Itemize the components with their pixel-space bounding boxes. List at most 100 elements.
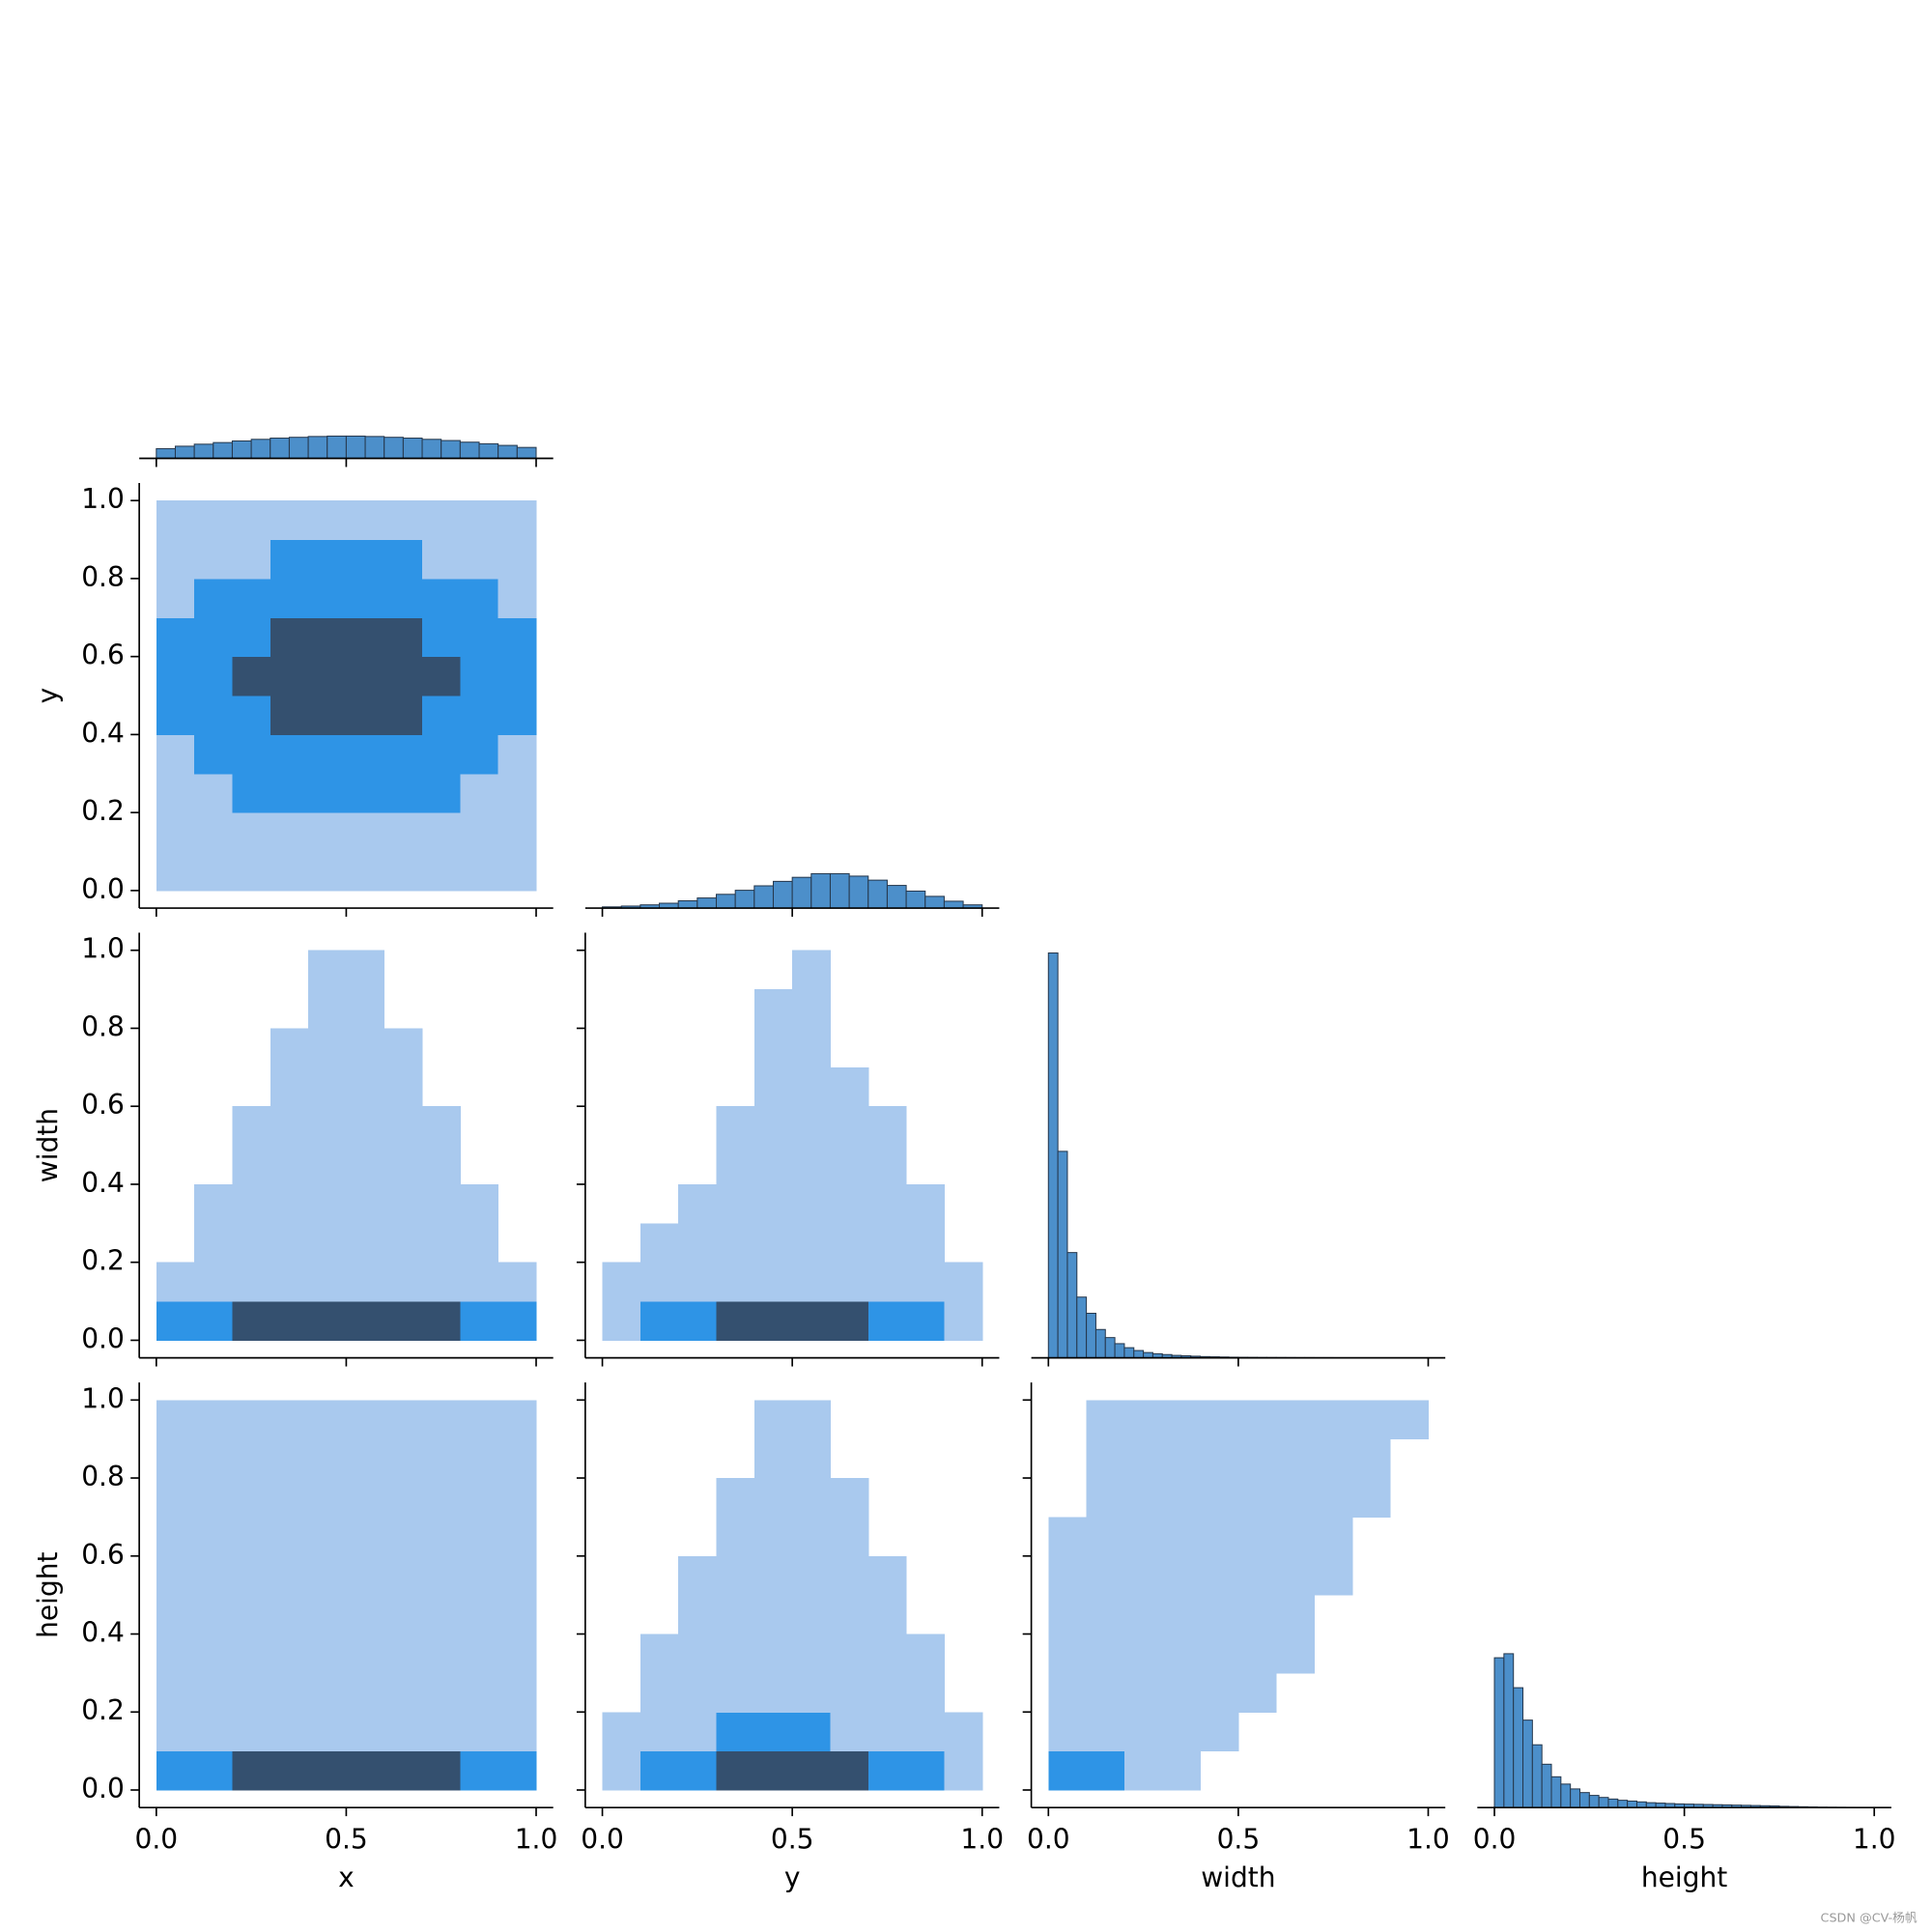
density-cell [232, 1223, 271, 1264]
density-cell [1237, 1517, 1277, 1557]
density-cell [422, 539, 461, 580]
density-cell [639, 1301, 679, 1341]
density-cell [232, 773, 271, 813]
x-tick-label: 0.0 [581, 1824, 624, 1856]
density-cell [194, 1438, 233, 1479]
density-cell [270, 812, 309, 853]
density-cell [1237, 1478, 1277, 1518]
density-cell [830, 1183, 869, 1224]
density-cell [156, 773, 195, 813]
density-cell [1351, 1400, 1391, 1440]
density-cell [270, 1400, 309, 1440]
density-cell [497, 578, 537, 618]
density-cell [497, 1301, 537, 1341]
histogram-bar [1560, 1783, 1572, 1808]
density-cell [422, 617, 461, 658]
density-cell [792, 1438, 831, 1479]
density-cell [753, 1028, 793, 1068]
x-tick-label: 0.5 [1217, 1824, 1261, 1856]
density-cell [1048, 1634, 1088, 1674]
density-cell [308, 500, 347, 541]
density-cell [422, 851, 461, 892]
y-tick-label: 0.8 [81, 561, 125, 593]
density-cell [867, 1555, 907, 1596]
density-cell [346, 812, 385, 853]
y-tick-label: 0.8 [81, 1461, 125, 1492]
density-cell [753, 1400, 793, 1440]
density-cell [830, 1066, 869, 1107]
density-cell [156, 812, 195, 853]
density-cell [384, 500, 423, 541]
density-cell [460, 1712, 499, 1752]
density-cell [156, 696, 195, 735]
density-cell [346, 539, 385, 580]
density-cell [792, 1223, 831, 1264]
density-cell [308, 989, 347, 1029]
density-cell [270, 1438, 309, 1479]
histogram-bar [696, 897, 718, 909]
density-cell [497, 1400, 537, 1440]
x-tick-label: 0.5 [325, 1824, 368, 1856]
density-cell [194, 1555, 233, 1596]
histogram-bar [440, 440, 461, 459]
density-cell [830, 1712, 869, 1752]
density-cell [497, 1478, 537, 1518]
density-cell [308, 1223, 347, 1264]
density-cell [346, 1183, 385, 1224]
histogram-bar [1531, 1744, 1543, 1808]
density-cell [346, 851, 385, 892]
density-cell [384, 1145, 423, 1185]
density-cell [422, 812, 461, 853]
density-cell [1276, 1634, 1316, 1674]
density-cell [497, 1672, 537, 1713]
density-cell [384, 1028, 423, 1068]
density-cell [194, 1712, 233, 1752]
density-cell [422, 578, 461, 618]
density-cell [792, 1517, 831, 1557]
density-cell [194, 773, 233, 813]
histogram-bar [1513, 1687, 1524, 1808]
y-tick-label: 0.6 [81, 1089, 125, 1121]
density-cell [678, 1262, 718, 1302]
density-cell [497, 734, 537, 775]
density-cell [422, 696, 461, 735]
density-cell [308, 1750, 347, 1791]
histogram-bar [288, 437, 309, 459]
y-tick-label: 0.4 [81, 717, 125, 749]
density-cell [346, 950, 385, 990]
histogram-bar [1076, 1296, 1088, 1359]
histogram-bar [213, 441, 233, 459]
density-cell [384, 1634, 423, 1674]
density-cell [308, 1634, 347, 1674]
density-cell [497, 1750, 537, 1791]
density-cell [346, 656, 385, 696]
panel [139, 435, 554, 468]
density-cell [497, 1262, 537, 1302]
density-cell [639, 1262, 679, 1302]
density-cell [792, 1672, 831, 1713]
density-cell [346, 578, 385, 618]
density-cell [194, 1223, 233, 1264]
density-cell [346, 1634, 385, 1674]
density-cell [346, 1672, 385, 1713]
density-cell [422, 1106, 461, 1147]
density-cell [906, 1223, 945, 1264]
y-tick-label: 0.2 [81, 795, 125, 827]
histogram-bar [886, 885, 907, 909]
density-cell [422, 1750, 461, 1791]
density-cell [906, 1712, 945, 1752]
histogram-bar [1133, 1350, 1145, 1359]
density-cell [384, 1438, 423, 1479]
x-axis-label: x [338, 1861, 355, 1893]
density-cell [460, 1595, 499, 1635]
density-cell [232, 1145, 271, 1185]
density-cell [753, 1672, 793, 1713]
density-cell [156, 500, 195, 541]
x-tick-label: 1.0 [1853, 1824, 1896, 1856]
density-cell [308, 1555, 347, 1596]
density-cell [232, 1478, 271, 1518]
density-cell [156, 1262, 195, 1302]
density-cell [156, 1400, 195, 1440]
histogram-bar [772, 880, 793, 909]
histogram-bar [848, 875, 869, 909]
